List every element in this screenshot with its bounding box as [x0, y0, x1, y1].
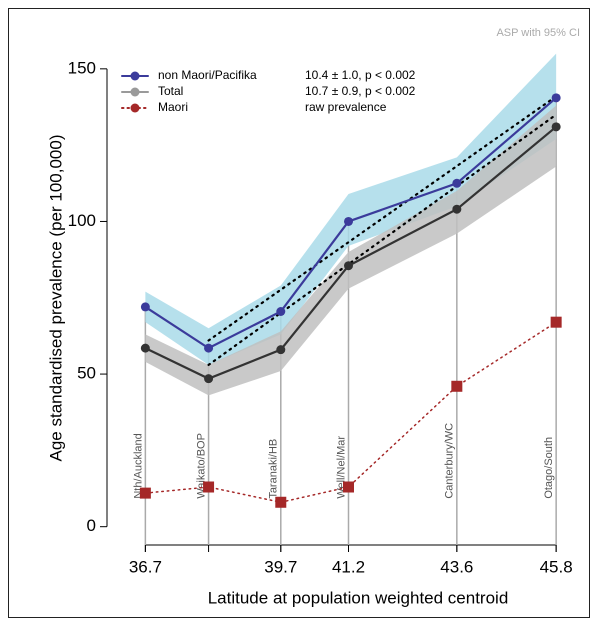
point: [139, 487, 151, 499]
x-tick-label: 39.7: [264, 557, 297, 576]
point: [276, 306, 286, 316]
trend-line: [207, 95, 558, 342]
x-tick-label: 45.8: [540, 557, 573, 576]
region-label: Nth/Auckland: [132, 433, 144, 498]
y-axis-label: Age standardised prevalence (per 100,000…: [46, 135, 65, 462]
point: [204, 374, 214, 384]
region-label: Otago/South: [543, 437, 555, 499]
region-label: Canterbury/WC: [444, 423, 456, 499]
y-tick-label: 0: [87, 516, 96, 535]
y-tick-label: 150: [68, 58, 96, 77]
point: [551, 122, 561, 132]
legend-label: Maori: [158, 100, 188, 114]
ci-band: [145, 105, 557, 396]
trend-line: [207, 113, 558, 367]
note: ASP with 95% CI: [496, 27, 580, 39]
legend-stat: raw prevalence: [305, 100, 387, 114]
legend-stat: 10.4 ± 1.0, p < 0.002: [305, 68, 416, 82]
point: [276, 345, 286, 355]
point: [204, 343, 214, 353]
x-tick-label: 36.7: [129, 557, 162, 576]
point: [344, 216, 353, 226]
ci-band: [145, 53, 557, 365]
point: [451, 380, 463, 392]
point: [140, 302, 150, 312]
point: [550, 316, 562, 328]
point: [452, 204, 462, 214]
point: [275, 496, 287, 508]
y-tick-label: 100: [68, 211, 96, 230]
point: [452, 178, 462, 188]
point: [343, 481, 354, 493]
y-tick-label: 50: [77, 364, 96, 383]
series-line: [144, 125, 558, 380]
legend-stat: 10.7 ± 0.9, p < 0.002: [305, 84, 416, 98]
legend-label: Total: [158, 84, 183, 98]
legend-marker: [130, 87, 140, 97]
legend-label: non Maori/Pacifika: [158, 68, 257, 82]
point: [551, 93, 561, 103]
x-tick-label: 43.6: [440, 557, 473, 576]
point: [140, 343, 150, 353]
point: [203, 481, 215, 493]
series-line: [144, 321, 557, 504]
region-label: Taranaki/HB: [268, 439, 280, 499]
legend-marker: [130, 103, 140, 113]
series-line: [144, 96, 558, 350]
x-axis-label: Latitude at population weighted centroid: [208, 588, 509, 607]
frame: [8, 8, 590, 618]
point: [344, 261, 353, 271]
x-tick-label: 41.2: [332, 557, 365, 576]
legend-marker: [130, 71, 140, 81]
